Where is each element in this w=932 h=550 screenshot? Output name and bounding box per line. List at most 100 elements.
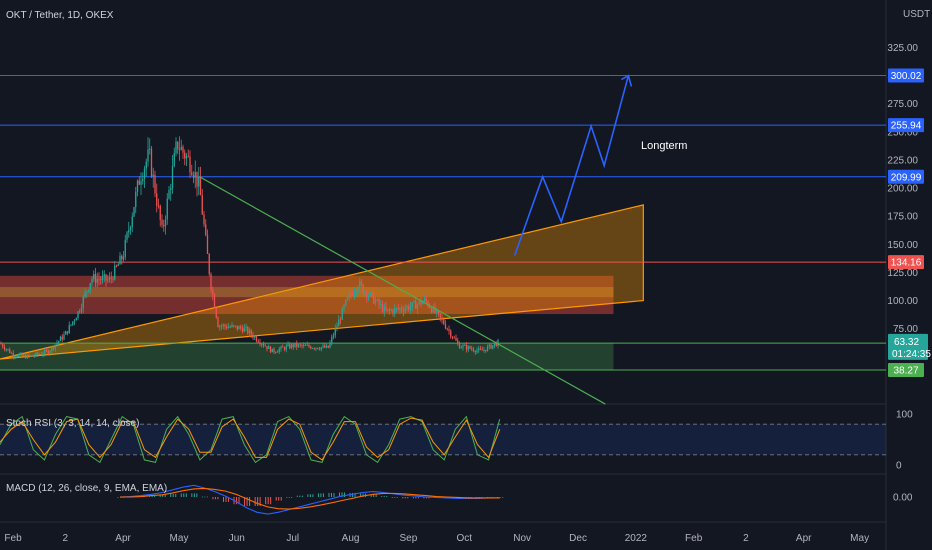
macd-histogram-bar (196, 493, 198, 497)
candle-body (80, 307, 83, 312)
macd-histogram-bar (225, 497, 227, 502)
candle-body (126, 232, 128, 240)
candle-body (315, 347, 317, 349)
candle-body (388, 309, 391, 311)
candle-body (476, 350, 478, 353)
candle-body (252, 334, 254, 338)
candle-body (275, 352, 277, 353)
macd-histogram-bar (249, 497, 251, 506)
macd-histogram-bar (396, 497, 398, 498)
stoch-rsi-pane[interactable] (0, 415, 886, 464)
candle-body (429, 306, 431, 309)
macd-histogram-bar (191, 493, 193, 497)
candle-body (331, 337, 333, 343)
x-tick-label: May (170, 533, 189, 544)
triangle-pattern (0, 204, 644, 360)
macd-histogram-bar (309, 494, 311, 497)
candle-body (399, 308, 401, 310)
macd-histogram-bar (183, 493, 185, 497)
macd-histogram-bar (204, 496, 206, 498)
candle-body (350, 293, 352, 295)
candle-body (474, 351, 476, 353)
time-scale[interactable]: Feb 2 Apr May Jun Jul Aug Sep Oct Nov Dec 2022 Feb 2 A… (4, 533, 869, 544)
candle-body (338, 319, 340, 327)
macd-tick-label: 0.00 (893, 493, 913, 504)
candle-body (402, 310, 405, 312)
candle-body (488, 344, 490, 347)
x-tick-label: Oct (457, 533, 473, 544)
candle-body (317, 347, 319, 349)
macd-histogram-bar (193, 493, 195, 497)
candle-body (276, 351, 279, 353)
currency-label: USDT (903, 9, 930, 20)
candle-body (208, 253, 210, 275)
candle-body (348, 293, 350, 297)
candle-body (121, 255, 123, 260)
candle-body (103, 274, 105, 277)
candle-body (44, 350, 46, 354)
candle-body (180, 146, 182, 150)
candle-body (450, 330, 452, 337)
macd-histogram-bar (180, 493, 182, 497)
candle-body (248, 330, 251, 334)
candle-body (110, 277, 112, 279)
candle-body (322, 345, 324, 348)
macd-histogram-bar (151, 495, 153, 497)
macd-histogram-bar (394, 497, 396, 498)
macd-histogram-bar (214, 497, 216, 500)
price-tag-label: 209.99 (891, 172, 922, 183)
candle-body (98, 278, 100, 280)
candle-body (157, 205, 160, 207)
candle-body (47, 350, 49, 354)
macd-histogram-bar (201, 496, 203, 498)
candle-body (93, 273, 95, 279)
candle-body (159, 205, 161, 220)
stoch-d-line (0, 417, 501, 461)
candle-body (297, 344, 300, 347)
y-tick-label: 175.00 (887, 212, 918, 223)
macd-histogram-bar (267, 497, 269, 505)
candle-body (205, 224, 207, 236)
candle-body (395, 307, 398, 309)
candle-body (82, 296, 84, 308)
macd-histogram-bar (415, 497, 417, 499)
candle-body (198, 176, 200, 187)
macd-pane[interactable] (117, 484, 504, 515)
candle-body (199, 176, 202, 196)
candle-body (401, 308, 403, 311)
candle-body (273, 348, 275, 353)
candle-body (192, 174, 195, 178)
macd-histogram-bar (502, 497, 504, 498)
y-tick-label: 200.00 (887, 184, 918, 195)
candle-body (168, 190, 170, 199)
candle-body (31, 355, 34, 357)
main-pane[interactable] (0, 75, 886, 371)
candle-body (371, 292, 373, 294)
candle-body (296, 343, 298, 347)
price-tag-bg (888, 363, 924, 377)
macd-histogram-bar (425, 497, 427, 499)
candle-body (439, 313, 441, 318)
candle-body (75, 318, 77, 321)
candle-body (72, 321, 74, 325)
candle-body (283, 347, 286, 350)
candle-body (478, 348, 480, 351)
candle-body (292, 344, 294, 347)
candle-body (458, 343, 461, 349)
candle-body (241, 328, 244, 332)
candle-body (23, 354, 25, 356)
y-tick-label: 250.00 (887, 127, 918, 138)
macd-histogram-bar (317, 493, 319, 497)
macd-histogram-bar (404, 497, 406, 499)
candle-body (58, 341, 60, 343)
macd-histogram-bar (362, 493, 364, 497)
macd-histogram-bar (412, 497, 414, 499)
candle-body (203, 214, 205, 225)
descending-trendline (199, 176, 606, 405)
candle-body (206, 235, 209, 254)
candle-body (446, 328, 448, 330)
candle-body (86, 291, 88, 293)
candle-body (108, 277, 111, 280)
